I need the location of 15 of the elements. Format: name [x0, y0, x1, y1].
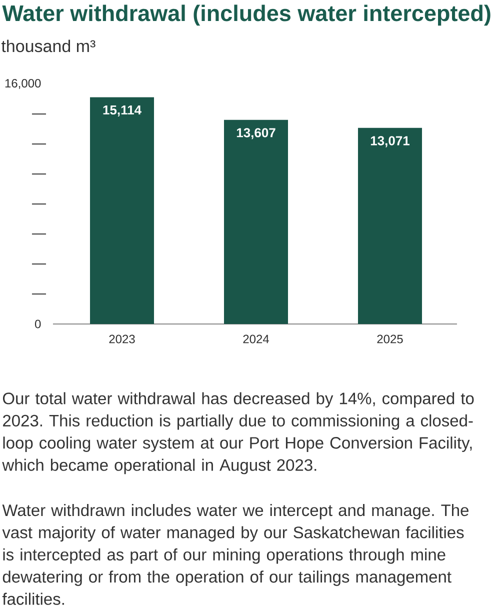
bar: [224, 120, 288, 324]
chart-subtitle: thousand m³: [1, 40, 96, 52]
bar: [90, 97, 154, 324]
chart-title: Water withdrawal (includes water intercepted): [2, 4, 490, 26]
x-tick-label: 2025: [377, 334, 403, 344]
data-label: 13,071: [370, 136, 410, 148]
bar: [358, 128, 422, 324]
text: Water withdrawn includes water we intercept and manage. The vast majority of water managed by our Saskatchewan facilities is intercepted as part of our mining operations through mine dewatering or from the operation of our tailings management facilities.: [2, 504, 468, 605]
y-tick-label: 16,000: [5, 79, 41, 89]
data-label: 13,607: [236, 128, 276, 140]
x-tick-label: 2023: [109, 334, 135, 344]
data-label: 15,114: [103, 105, 142, 116]
text: Our total water withdrawal has decreased by 14%, compared to 2023. This reduction is partially due to commissioning a closed-loop cooling water system at our Port Hope Conversion Facility, which became operational in August 2023.: [2, 392, 474, 474]
y-tick-label: 0: [34, 320, 41, 328]
x-tick-label: 2024: [243, 334, 269, 344]
